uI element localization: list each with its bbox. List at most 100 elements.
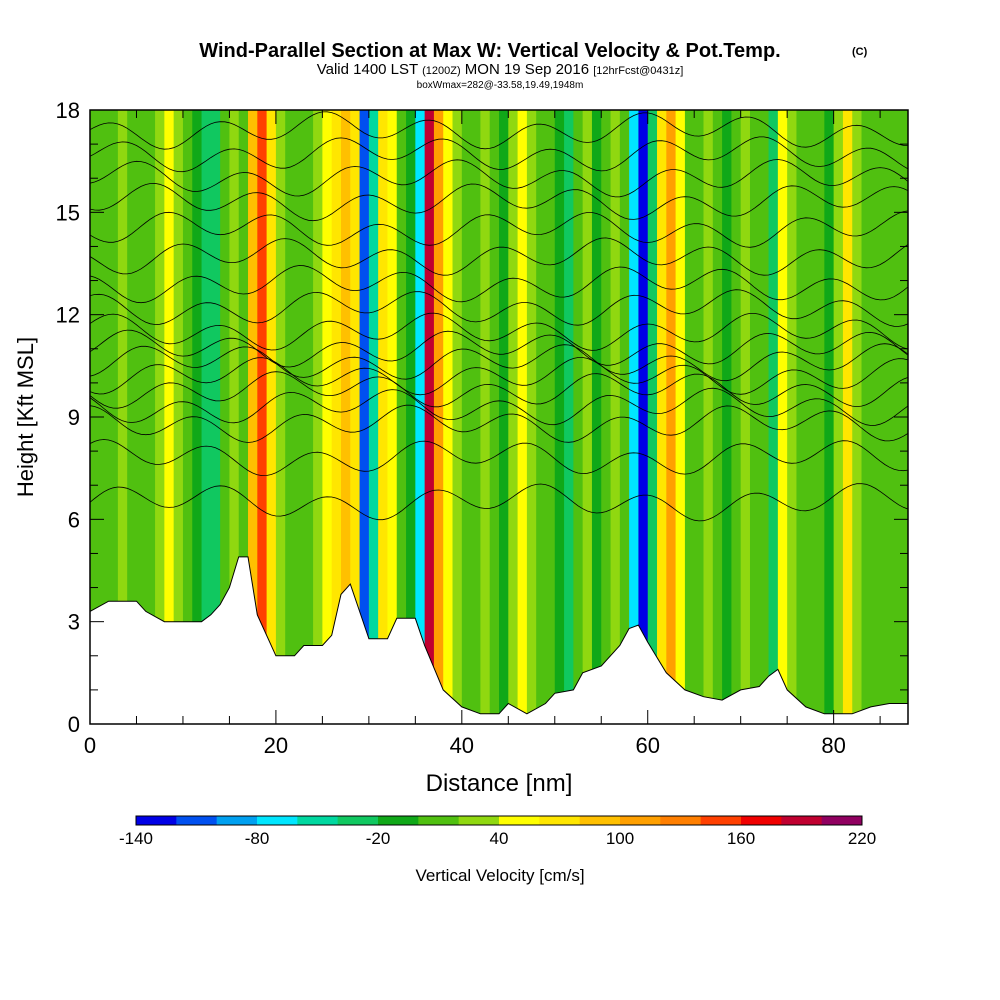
chart-title-mark: (C) xyxy=(852,46,868,58)
colorbar-swatch xyxy=(378,816,419,825)
theta-contour xyxy=(90,439,908,477)
velocity-column xyxy=(443,110,454,724)
theta-contour xyxy=(90,182,908,222)
colorbar-swatch xyxy=(741,816,782,825)
theta-contour xyxy=(90,159,908,198)
velocity-column xyxy=(331,110,342,724)
velocity-column xyxy=(601,110,612,724)
velocity-column xyxy=(145,110,156,724)
theta-contour xyxy=(90,387,908,426)
y-tick-label: 6 xyxy=(68,507,80,532)
velocity-column xyxy=(201,110,212,724)
velocity-column xyxy=(229,110,240,724)
velocity-column xyxy=(657,110,667,724)
x-tick-label: 80 xyxy=(821,733,845,758)
colorbar-swatch xyxy=(458,816,500,825)
chart-title: Wind-Parallel Section at Max W: Vertical… xyxy=(199,40,780,62)
velocity-column xyxy=(136,110,147,724)
velocity-column xyxy=(238,110,249,724)
velocity-column xyxy=(415,110,426,724)
colorbar-frame xyxy=(135,815,863,826)
y-axis-label: Height [Kft MSL] xyxy=(13,337,38,497)
velocity-column xyxy=(536,110,547,724)
colorbar-swatch xyxy=(781,816,823,825)
velocity-column xyxy=(759,110,770,724)
colorbar-swatch xyxy=(539,816,581,825)
subtitle-zulu: (1200Z) xyxy=(422,65,461,77)
colorbar-swatch xyxy=(700,816,742,825)
velocity-column xyxy=(703,110,714,724)
theta-contour xyxy=(90,237,908,276)
colorbar-tick-label: 220 xyxy=(848,829,876,848)
velocity-column xyxy=(368,110,379,724)
velocity-column xyxy=(489,110,500,724)
colorbar-swatch xyxy=(620,816,661,825)
plot-area xyxy=(90,110,908,724)
velocity-column xyxy=(471,110,482,724)
y-tick-label: 0 xyxy=(68,712,80,737)
velocity-column xyxy=(480,110,491,724)
x-tick-label: 0 xyxy=(84,733,96,758)
velocity-column xyxy=(266,110,277,724)
velocity-column xyxy=(117,110,128,724)
velocity-column xyxy=(164,110,175,724)
velocity-column xyxy=(731,110,742,724)
velocity-column xyxy=(303,110,314,724)
velocity-column xyxy=(359,110,370,724)
velocity-column xyxy=(573,110,584,724)
velocity-column xyxy=(722,110,732,724)
velocity-column xyxy=(684,110,695,724)
velocity-column xyxy=(629,110,640,724)
subtitle-date: MON 19 Sep 2016 xyxy=(465,61,589,78)
velocity-column xyxy=(322,110,333,724)
velocity-column xyxy=(833,110,844,724)
velocity-column xyxy=(285,110,296,724)
colorbar-tick-label: -80 xyxy=(245,829,270,848)
y-tick-label: 15 xyxy=(56,200,80,225)
colorbar: -140 -80 -20 40 100 160 220 xyxy=(119,815,876,848)
colorbar-swatch xyxy=(176,816,218,825)
velocity-column xyxy=(452,110,463,724)
velocity-column xyxy=(275,110,286,724)
velocity-column xyxy=(582,110,593,724)
velocity-column xyxy=(248,110,258,724)
chart-subtitle-box: boxWmax=282@-33.58,19.49,1948m xyxy=(417,80,584,91)
theta-contour xyxy=(90,265,908,304)
y-tick-label: 9 xyxy=(68,405,80,430)
subtitle-forecast: [12hrFcst@0431z] xyxy=(593,65,683,77)
theta-contour xyxy=(90,312,908,351)
velocity-column xyxy=(675,110,686,724)
theta-contour xyxy=(90,329,908,368)
velocity-column xyxy=(880,110,891,724)
colorbar-swatch xyxy=(257,816,298,825)
colorbar-label: Vertical Velocity [cm/s] xyxy=(415,866,584,885)
velocity-column xyxy=(796,110,807,724)
velocity-column xyxy=(313,110,323,724)
theta-contour xyxy=(90,289,908,327)
theta-contour xyxy=(90,483,908,522)
colorbar-swatch xyxy=(418,816,460,825)
velocity-column xyxy=(852,110,863,724)
colorbar-swatch xyxy=(499,816,540,825)
y-tick-label: 3 xyxy=(68,610,80,635)
theta-contour xyxy=(90,210,908,248)
subtitle-valid: Valid 1400 LST xyxy=(317,61,418,78)
colorbar-tick-label: -140 xyxy=(119,829,153,848)
colorbar-tick-label: 40 xyxy=(490,829,509,848)
velocity-column xyxy=(861,110,872,724)
colorbar-tick-label: 100 xyxy=(606,829,634,848)
velocity-column xyxy=(424,110,435,724)
velocity-column xyxy=(666,110,677,724)
velocity-column xyxy=(99,110,110,724)
theta-contour xyxy=(90,357,908,396)
velocity-column xyxy=(499,110,509,724)
velocity-column xyxy=(768,110,779,724)
velocity-column xyxy=(749,110,760,724)
velocity-column xyxy=(564,110,574,724)
velocity-column xyxy=(647,110,658,724)
velocity-column xyxy=(173,110,184,724)
velocity-column xyxy=(294,110,305,724)
velocity-column xyxy=(155,110,165,724)
velocity-column xyxy=(387,110,398,724)
y-axis: 0 3 6 9 12 15 18 xyxy=(56,98,908,737)
